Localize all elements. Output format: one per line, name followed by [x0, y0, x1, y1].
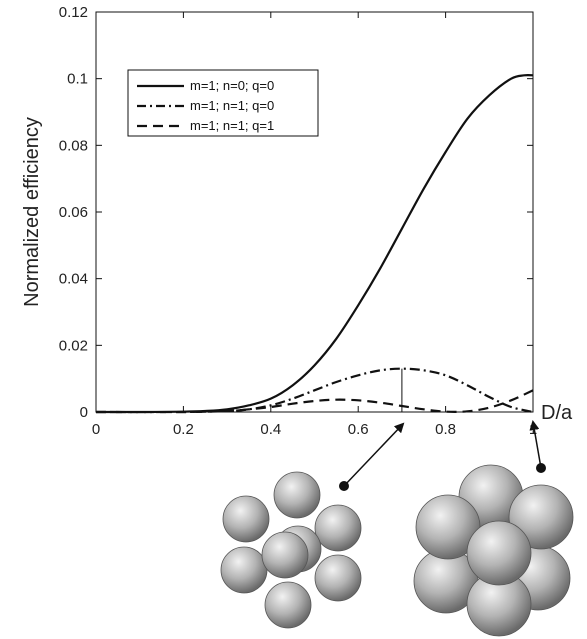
sphere: [314, 504, 362, 552]
annotation-arrow-compact: [529, 420, 546, 473]
cluster-compact: [413, 464, 574, 637]
x-tick-label: 0.6: [348, 421, 369, 438]
x-tick-label: 0: [92, 421, 100, 438]
cluster-loose: [220, 471, 362, 629]
sphere: [466, 520, 532, 586]
y-tick-label: 0.02: [59, 337, 88, 354]
x-tick-label: 0.4: [260, 421, 281, 438]
sphere: [220, 546, 268, 594]
series-line-1: [95, 73, 534, 414]
y-tick-label: 0.12: [59, 4, 88, 21]
sphere: [508, 484, 574, 550]
x-tick-label: 0.8: [435, 421, 456, 438]
y-tick-label: 0.04: [59, 271, 88, 288]
series-line-3: [95, 389, 534, 414]
sphere: [261, 531, 309, 579]
y-tick-labels: 0 0.02 0.04 0.06 0.08 0.1 0.12: [59, 4, 88, 421]
x-tick-labels: 0 0.2 0.4 0.6 0.8 1: [92, 421, 537, 438]
y-tick-label: 0: [80, 404, 88, 421]
arrow-tail-dot: [536, 463, 546, 473]
y-tick-label: 0.1: [67, 71, 88, 88]
legend: m=1; n=0; q=0 m=1; n=1; q=0 m=1; n=1; q=…: [127, 69, 319, 137]
legend-label-series-1: m=1; n=0; q=0: [190, 78, 274, 93]
series-lines: [95, 73, 534, 414]
legend-label-series-2: m=1; n=1; q=0: [190, 98, 274, 113]
series-line-2: [95, 367, 534, 414]
sphere: [314, 554, 362, 602]
sphere: [222, 495, 270, 543]
legend-label-series-3: m=1; n=1; q=1: [190, 118, 274, 133]
x-tick-label: 0.2: [173, 421, 194, 438]
sphere: [273, 471, 321, 519]
y-tick-label: 0.06: [59, 204, 88, 221]
sphere: [264, 581, 312, 629]
y-axis-title: Normalized efficiency: [21, 117, 43, 307]
arrow-tail-dot: [339, 481, 349, 491]
y-tick-label: 0.08: [59, 137, 88, 154]
x-axis-title: D/a: [541, 402, 573, 424]
annotation-arrow-loose: [339, 422, 405, 491]
